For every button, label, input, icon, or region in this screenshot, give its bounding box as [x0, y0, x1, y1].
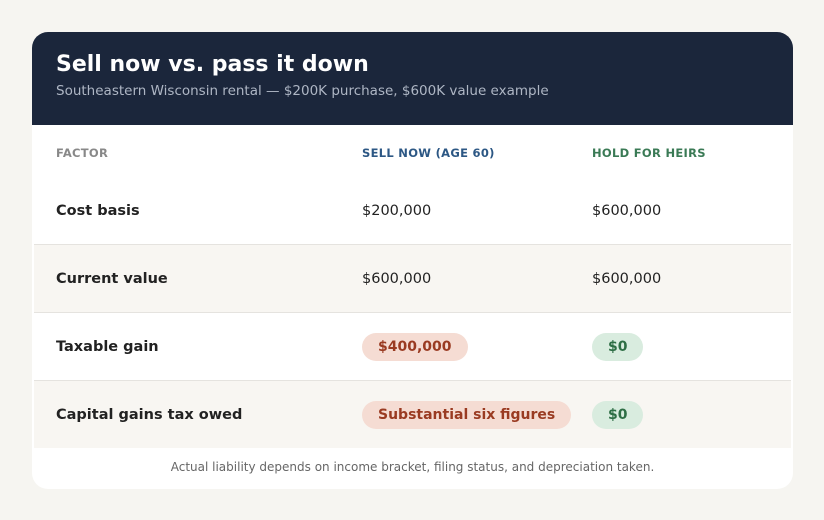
card: Sell now vs. pass it down Southeastern W…	[32, 32, 793, 489]
cell: Taxable gain	[56, 338, 159, 355]
table-header: FACTOR SELL NOW (AGE 60) HOLD FOR HEIRS	[34, 125, 791, 181]
cell: $600,000	[362, 270, 432, 287]
column-header: HOLD FOR HEIRS	[592, 146, 706, 160]
table-row: Cost basis $200,000 $600,000	[34, 177, 791, 245]
table-row: Current value $600,000 $600,000	[34, 245, 791, 313]
title: Sell now vs. pass it down	[56, 52, 369, 77]
column-header: SELL NOW (AGE 60)	[362, 146, 495, 160]
cell: Current value	[56, 270, 168, 287]
table-row: Capital gains tax owed Substantial six f…	[34, 381, 791, 448]
badge: $400,000	[362, 332, 468, 361]
cell: $600,000	[592, 202, 662, 219]
subtitle: Southeastern Wisconsin rental — $200K pu…	[56, 83, 549, 99]
header: Sell now vs. pass it down Southeastern W…	[32, 32, 793, 125]
cell: $0	[592, 381, 644, 448]
cell: $400,000	[362, 313, 468, 380]
badge: Substantial six figures	[362, 400, 572, 429]
cell: $0	[592, 313, 644, 380]
cell: Capital gains tax owed	[56, 406, 243, 423]
cell: Cost basis	[56, 202, 140, 219]
column-header: FACTOR	[56, 146, 109, 160]
cell: $200,000	[362, 202, 432, 219]
cell: Substantial six figures	[362, 381, 572, 448]
table-row: Taxable gain $400,000 $0	[34, 313, 791, 381]
cell: $600,000	[592, 270, 662, 287]
badge: $0	[592, 332, 644, 361]
footnote: Actual liability depends on income brack…	[170, 460, 655, 474]
badge: $0	[592, 400, 644, 429]
